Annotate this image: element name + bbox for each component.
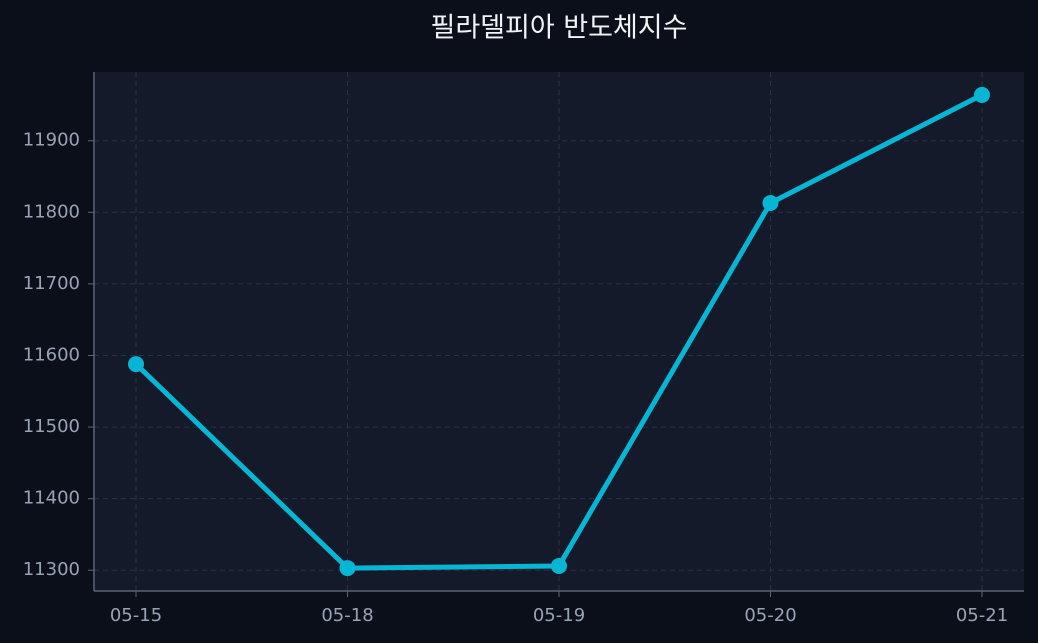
- chart-title: 필라델피아 반도체지수: [431, 13, 688, 44]
- y-tick-label: 11500: [23, 416, 80, 437]
- point: [762, 195, 779, 212]
- y-tick-label: 11800: [23, 201, 80, 222]
- x-tick-label: 05-21: [956, 605, 1008, 626]
- y-tick-label: 11400: [23, 488, 80, 509]
- y-tick-label: 11900: [23, 130, 80, 151]
- point: [128, 356, 144, 373]
- x-tick-label: 05-18: [321, 605, 373, 626]
- x-tick-label: 05-20: [744, 605, 796, 626]
- point: [339, 560, 356, 577]
- y-tick-label: 11300: [23, 559, 80, 580]
- y-tick-label: 11700: [23, 273, 80, 294]
- point: [974, 86, 990, 103]
- y-tick-label: 11600: [23, 344, 80, 365]
- point: [551, 557, 567, 574]
- x-tick-label: 05-15: [110, 605, 162, 626]
- x-tick-label: 05-19: [533, 605, 585, 626]
